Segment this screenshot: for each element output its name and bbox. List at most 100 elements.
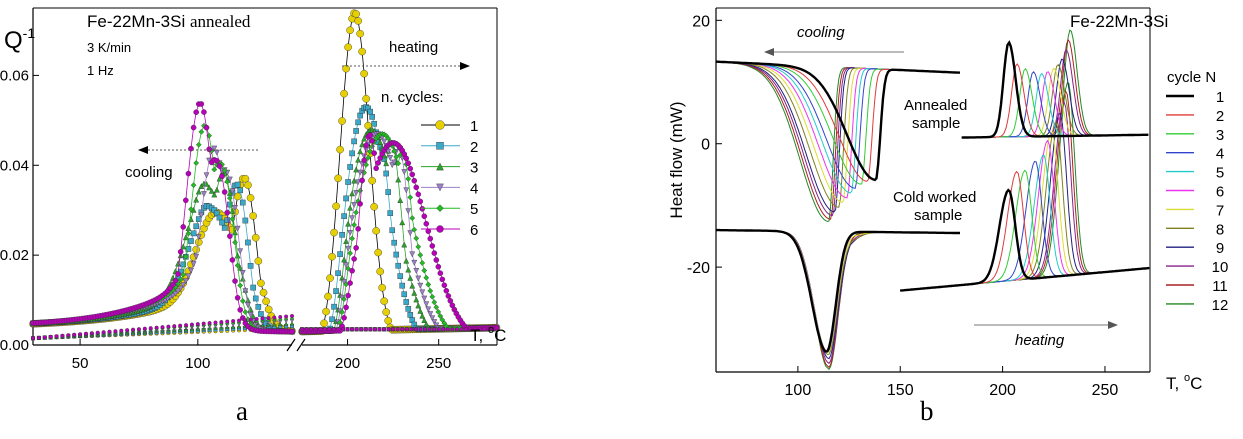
chart-a-marker xyxy=(190,230,197,237)
chart-a-marker xyxy=(252,295,259,302)
chart-a-marker xyxy=(400,327,405,332)
chart-a-marker xyxy=(362,94,370,103)
chart-a-marker xyxy=(224,217,231,223)
chart-a-marker xyxy=(353,209,360,216)
chart-a-marker xyxy=(427,327,432,332)
chart-b-cold-heating xyxy=(900,188,1150,292)
chart-a-marker xyxy=(425,306,432,313)
chart-a-marker xyxy=(386,327,391,332)
chart-a-marker xyxy=(259,288,268,297)
chart-a-marker xyxy=(203,172,210,179)
chart-a-marker xyxy=(473,327,478,332)
chart-a-marker xyxy=(409,215,416,221)
chart-a-marker xyxy=(405,160,412,166)
chart-a-marker xyxy=(322,327,327,332)
chart-a-marker xyxy=(60,333,65,338)
chart-a-marker xyxy=(195,322,200,327)
chart-a-marker xyxy=(211,145,218,152)
chart-a-marker xyxy=(201,109,207,115)
chart-a-legend-label: 3 xyxy=(470,160,478,177)
chart-a-marker xyxy=(419,312,426,319)
chart-a-marker xyxy=(437,313,444,319)
chart-a-marker xyxy=(382,327,387,332)
chart-a-marker xyxy=(320,319,328,328)
chart-a-title: Fe-22Mn-3Si annealed xyxy=(87,12,251,31)
chart-a-marker xyxy=(415,243,422,250)
chart-a-marker xyxy=(363,161,370,168)
chart-a-marker xyxy=(403,155,410,162)
chart-b: 200-20 100 150 200 250 cycle N1234567891011… xyxy=(667,7,1229,395)
chart-a-marker xyxy=(113,329,118,334)
chart-a-note-rate: 3 K/min xyxy=(87,40,131,55)
chart-a-marker xyxy=(213,186,220,193)
chart-a-marker xyxy=(234,294,241,301)
panel-label-a: a xyxy=(236,396,248,426)
chart-a-marker xyxy=(66,333,71,338)
chart-a-marker xyxy=(239,298,246,304)
chart-a-marker xyxy=(436,327,441,332)
chart-a-marker xyxy=(198,101,205,107)
chart-a-marker xyxy=(376,267,384,276)
chart-a-marker xyxy=(445,327,450,332)
chart-a-marker xyxy=(289,316,295,321)
chart-a-marker xyxy=(464,327,469,332)
chart-a-marker xyxy=(244,181,252,189)
chart-a-marker xyxy=(182,253,189,260)
chart-a-legend-title: n. cycles: xyxy=(381,89,444,106)
chart-a-marker xyxy=(188,267,194,274)
chart-b-xtick-label: 250 xyxy=(1092,382,1119,395)
chart-a-marker xyxy=(148,326,153,331)
chart-a-marker xyxy=(260,316,265,321)
chart-a-marker xyxy=(405,208,412,215)
chart-a-marker xyxy=(208,187,215,194)
chart-a-marker xyxy=(188,206,194,213)
chart-a-marker xyxy=(237,282,244,289)
chart-b-legend-label: 10 xyxy=(1212,259,1229,276)
chart-a-marker xyxy=(334,174,342,183)
chart-a-marker xyxy=(372,227,380,235)
chart-a-marker xyxy=(188,238,194,244)
chart-a-marker xyxy=(245,302,251,309)
chart-a-marker xyxy=(195,234,202,241)
chart-a-ytick-label: 0.02 xyxy=(0,247,29,264)
chart-a-marker xyxy=(403,257,410,264)
chart-a-marker xyxy=(258,311,264,317)
chart-b-annotation-cold-worked: Cold worked xyxy=(893,189,976,206)
chart-a-marker xyxy=(125,328,130,333)
chart-a-marker xyxy=(48,334,53,339)
chart-a-marker xyxy=(224,209,231,216)
chart-a-marker xyxy=(419,260,426,266)
chart-a: 0.00 0.02 0.04 0.06 50 100 200 250 n. cycles: 1… xyxy=(0,7,506,372)
chart-a-marker xyxy=(391,148,398,154)
chart-a-marker xyxy=(347,164,353,170)
chart-a-xtick-label: 50 xyxy=(72,355,89,372)
chart-a-marker xyxy=(341,213,347,219)
chart-a-marker xyxy=(272,317,277,322)
chart-a-marker xyxy=(170,281,176,288)
chart-a-marker xyxy=(31,336,36,341)
chart-a-marker xyxy=(355,156,362,163)
chart-a-marker xyxy=(339,232,345,238)
chart-a-marker xyxy=(195,188,202,195)
chart-a-marker xyxy=(290,314,295,319)
chart-b-legend-label: 12 xyxy=(1212,297,1229,314)
chart-a-marker xyxy=(429,315,436,322)
chart-a-legend-label: 1 xyxy=(470,118,478,135)
chart-a-marker xyxy=(343,238,350,244)
chart-a-marker xyxy=(393,154,400,160)
chart-a-marker xyxy=(232,278,238,284)
chart-a-marker xyxy=(361,135,368,142)
chart-a-marker xyxy=(433,322,440,329)
chart-a-marker xyxy=(219,173,225,180)
chart-a-marker xyxy=(327,327,332,332)
chart-a-marker xyxy=(350,327,355,332)
chart-a-marker xyxy=(198,212,205,219)
chart-b-cold-cooling xyxy=(716,228,960,353)
chart-a-marker xyxy=(415,275,422,282)
chart-a-marker xyxy=(326,274,334,282)
chart-a-marker xyxy=(459,327,464,332)
chart-a-marker xyxy=(354,17,362,25)
chart-a-marker xyxy=(409,171,416,178)
chart-a-marker xyxy=(237,307,243,313)
chart-a-marker xyxy=(227,201,233,208)
